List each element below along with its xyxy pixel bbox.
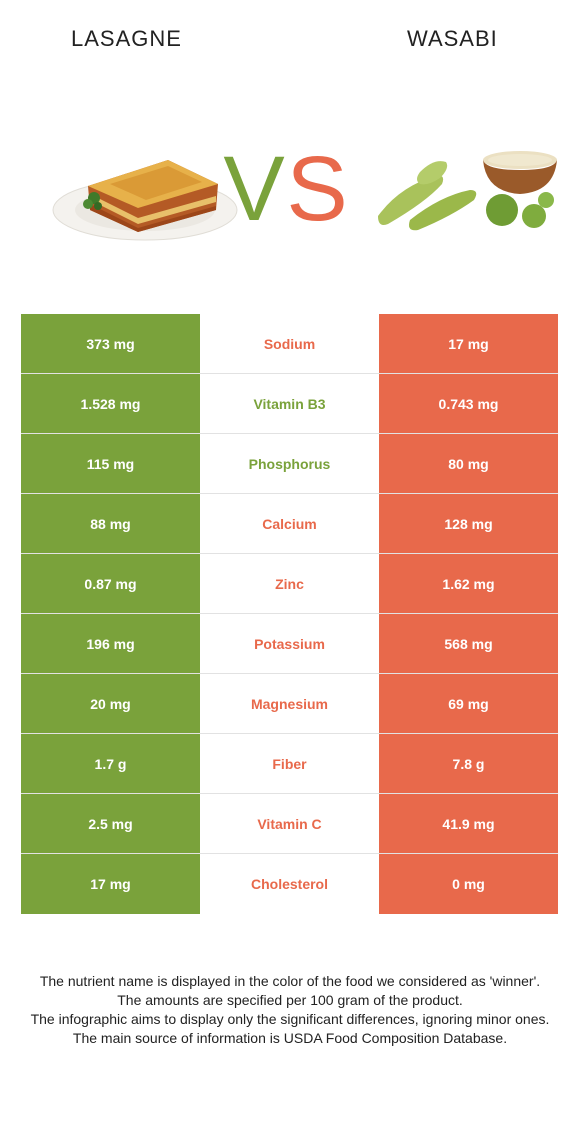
wasabi-value: 1.62 mg [379, 554, 558, 613]
vs-letter-s: S [286, 140, 347, 230]
lasagne-value: 115 mg [21, 434, 200, 493]
lasagne-value: 373 mg [21, 314, 200, 373]
wasabi-value: 80 mg [379, 434, 558, 493]
table-row: 115 mg Phosphorus 80 mg [21, 434, 558, 494]
wasabi-title: WASABI [407, 26, 498, 51]
vs-logo: V S [223, 140, 347, 230]
wasabi-value: 0.743 mg [379, 374, 558, 433]
footnote-line: The infographic aims to display only the… [30, 1011, 550, 1027]
lasagne-value: 17 mg [21, 854, 200, 914]
nutrient-name: Sodium [200, 314, 379, 373]
nutrient-name: Potassium [200, 614, 379, 673]
nutrient-name: Cholesterol [200, 854, 379, 914]
wasabi-value: 568 mg [379, 614, 558, 673]
table-row: 88 mg Calcium 128 mg [21, 494, 558, 554]
wasabi-value: 17 mg [379, 314, 558, 373]
vs-letter-v: V [223, 140, 284, 230]
lasagne-value: 88 mg [21, 494, 200, 553]
table-row: 17 mg Cholesterol 0 mg [21, 854, 558, 914]
footnote: The nutrient name is displayed in the co… [18, 972, 562, 1048]
nutrient-name: Zinc [200, 554, 379, 613]
footnote-line: The main source of information is USDA F… [72, 1030, 508, 1046]
table-row: 1.528 mg Vitamin B3 0.743 mg [21, 374, 558, 434]
lasagne-value: 20 mg [21, 674, 200, 733]
footnote-line: The amounts are specified per 100 gram o… [117, 992, 463, 1008]
wasabi-value: 128 mg [379, 494, 558, 553]
wasabi-image [378, 151, 557, 231]
lasagne-value: 2.5 mg [21, 794, 200, 853]
table-row: 2.5 mg Vitamin C 41.9 mg [21, 794, 558, 854]
nutrient-name: Calcium [200, 494, 379, 553]
table-row: 373 mg Sodium 17 mg [21, 314, 558, 374]
lasagne-value: 0.87 mg [21, 554, 200, 613]
lasagne-value: 196 mg [21, 614, 200, 673]
nutrient-name: Vitamin B3 [200, 374, 379, 433]
wasabi-value: 7.8 g [379, 734, 558, 793]
nutrient-name: Magnesium [200, 674, 379, 733]
wasabi-value: 69 mg [379, 674, 558, 733]
table-row: 0.87 mg Zinc 1.62 mg [21, 554, 558, 614]
footnote-line: The nutrient name is displayed in the co… [39, 973, 541, 989]
lasagne-title: LASAGNE [71, 26, 182, 51]
nutrient-name: Phosphorus [200, 434, 379, 493]
table-row: 196 mg Potassium 568 mg [21, 614, 558, 674]
lasagne-value: 1.528 mg [21, 374, 200, 433]
wasabi-value: 0 mg [379, 854, 558, 914]
nutrient-name: Vitamin C [200, 794, 379, 853]
lasagne-image [52, 160, 238, 241]
comparison-table: 373 mg Sodium 17 mg 1.528 mg Vitamin B3 0.743… [21, 314, 558, 914]
nutrient-name: Fiber [200, 734, 379, 793]
table-row: 20 mg Magnesium 69 mg [21, 674, 558, 734]
table-row: 1.7 g Fiber 7.8 g [21, 734, 558, 794]
lasagne-value: 1.7 g [21, 734, 200, 793]
wasabi-value: 41.9 mg [379, 794, 558, 853]
